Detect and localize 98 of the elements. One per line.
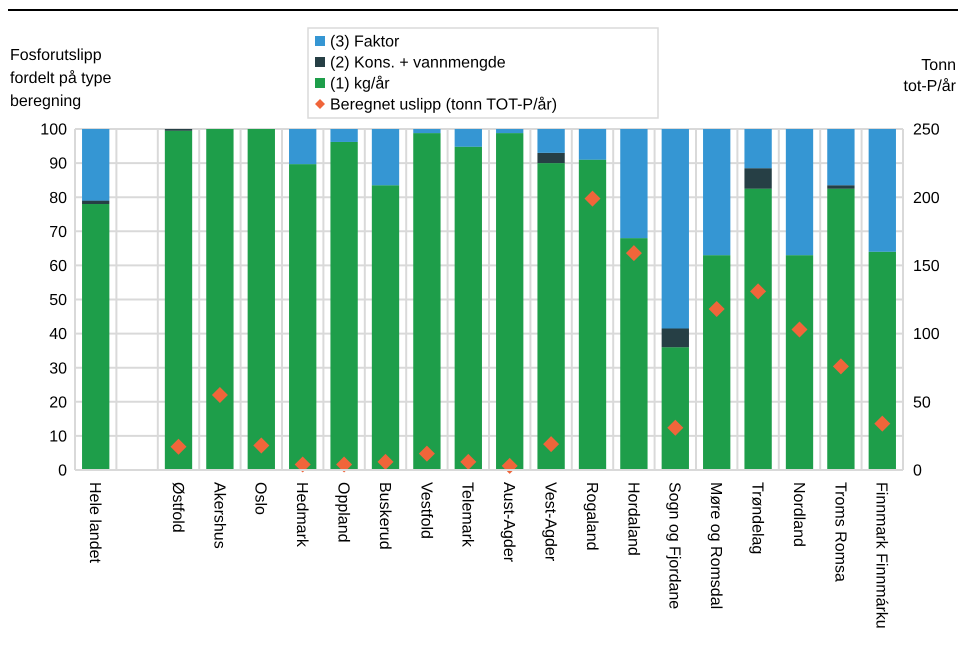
x-tick-label: Troms Romsa [831,482,848,582]
y2-tick-label: 50 [913,394,931,412]
x-tick-label: Aust-Agder [500,482,518,563]
bar [703,255,730,470]
bar [496,133,524,470]
y2-tick-label: 150 [913,258,940,275]
y-tick-label: 90 [49,156,68,173]
bar [82,204,110,470]
bar [827,129,855,186]
bar [662,347,689,470]
bar [413,133,441,470]
x-tick-label: Oslo [252,482,269,515]
point [584,190,600,207]
point [874,416,890,432]
point [336,456,352,473]
point [626,245,642,262]
point [460,454,476,470]
point [708,301,725,318]
legend-label: (2) Kons. + vannmengde [330,54,506,72]
y-tick-label: 50 [49,292,68,310]
bar [620,238,648,470]
bar [578,129,606,160]
bar [620,129,648,238]
legend-label: Beregnet uslipp (tonn TOT-P/år) [330,96,558,114]
bar [248,129,275,470]
bar [454,146,482,470]
bar [372,185,400,470]
x-tick-label: Vestfold [417,482,434,539]
x-tick-label: Akershus [210,482,228,549]
x-tick-label: Telemark [458,482,476,548]
y-tick-label: 80 [49,190,68,207]
point [170,438,186,455]
y-tick-label: 40 [49,326,68,344]
y2-axis-title: Tonn tot-P/år [904,57,957,95]
bar [786,255,814,470]
point [667,420,684,436]
x-tick-label: Hedmark [293,482,310,548]
x-tick-label: Hordaland [624,482,642,556]
bar [662,328,689,348]
point [212,386,228,403]
point [792,322,808,338]
y-axis-title: Fosforutslipp fordelt på type beregning [10,47,112,110]
bar [537,152,565,164]
bar [744,129,772,168]
bar [372,129,400,186]
bar [786,129,814,256]
bar [289,164,316,470]
bar [413,129,441,134]
point [253,437,270,454]
y-tick-label: 0 [58,462,68,480]
point [832,358,849,374]
bar [496,129,524,134]
x-tick-label: Buskerud [376,482,393,550]
y-tick-label: 20 [49,394,68,412]
bar [827,188,855,470]
point [418,446,435,462]
y-tick-label: 10 [49,428,68,446]
y2-tick-label: 250 [913,122,940,139]
point [543,436,560,452]
x-tick-label: Finnmark Finnmárku [872,482,890,629]
bar [164,130,192,470]
x-tick-label: Hele landet [86,482,104,564]
y-tick-label: 60 [49,258,68,275]
bar [82,200,110,204]
bar [868,252,896,470]
point [378,454,394,470]
x-tick-label: Møre og Romsdal [707,482,724,610]
x-tick-label: Sogn og Fjordane [666,482,683,610]
bar [330,142,358,470]
legend-label: (1) kg/år [330,76,390,93]
x-tick-label: Nordland [790,482,807,547]
y-tick-label: 70 [49,224,68,241]
bar [537,129,565,153]
x-tick-label: Oppland [334,482,352,542]
bar [578,160,606,470]
x-tick-label: Rogaland [582,482,600,550]
bar [744,188,772,470]
point [294,456,311,473]
bar [662,129,689,328]
bar [206,129,234,470]
bar [454,129,482,147]
x-tick-label: Trøndelag [748,482,766,554]
point [750,283,766,300]
bar [744,168,772,189]
y2-tick-label: 100 [913,326,940,344]
bar [537,163,565,470]
x-tick-label: Østfold [168,482,186,533]
bar [82,129,110,201]
y-tick-label: 100 [40,122,68,139]
x-tick-label: Vest-Agder [542,482,558,562]
legend-label: (3) Faktor [330,34,400,51]
bar [868,129,896,252]
y2-tick-label: 200 [913,190,940,207]
y-tick-label: 30 [49,360,68,378]
bar [289,129,316,164]
bar [703,129,730,256]
bar [330,129,358,142]
y2-tick-label: 0 [913,462,922,480]
